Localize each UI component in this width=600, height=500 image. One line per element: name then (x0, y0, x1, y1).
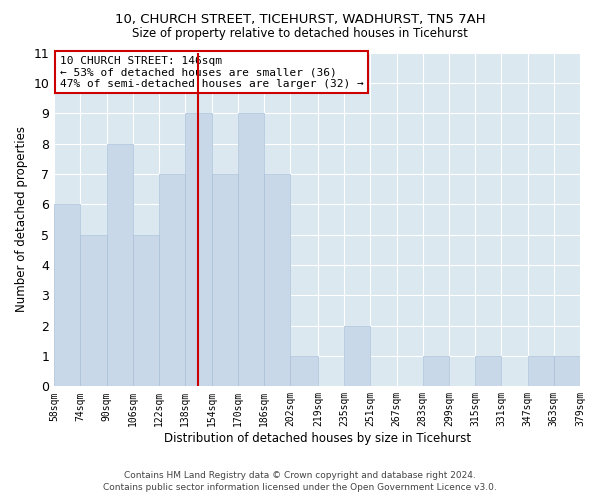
Bar (54, 204, 80, 386)
Bar (344, 326, 370, 386)
Bar (264, 174, 290, 386)
Bar (133, 234, 159, 386)
X-axis label: Distribution of detached houses by size in Ticehurst: Distribution of detached houses by size … (164, 432, 471, 445)
Bar (475, 356, 502, 386)
Y-axis label: Number of detached properties: Number of detached properties (15, 126, 28, 312)
Bar (423, 356, 449, 386)
Text: 10 CHURCH STREET: 146sqm
← 53% of detached houses are smaller (36)
47% of semi-d: 10 CHURCH STREET: 146sqm ← 53% of detach… (59, 56, 363, 89)
Bar (212, 174, 238, 386)
Bar (185, 113, 212, 386)
Bar (527, 356, 554, 386)
Bar (159, 174, 185, 386)
Bar (80, 234, 107, 386)
Bar (554, 356, 580, 386)
Bar (107, 144, 133, 386)
Text: Size of property relative to detached houses in Ticehurst: Size of property relative to detached ho… (132, 28, 468, 40)
Text: 10, CHURCH STREET, TICEHURST, WADHURST, TN5 7AH: 10, CHURCH STREET, TICEHURST, WADHURST, … (115, 12, 485, 26)
Bar (238, 113, 264, 386)
Bar (290, 356, 318, 386)
Text: Contains HM Land Registry data © Crown copyright and database right 2024.
Contai: Contains HM Land Registry data © Crown c… (103, 471, 497, 492)
